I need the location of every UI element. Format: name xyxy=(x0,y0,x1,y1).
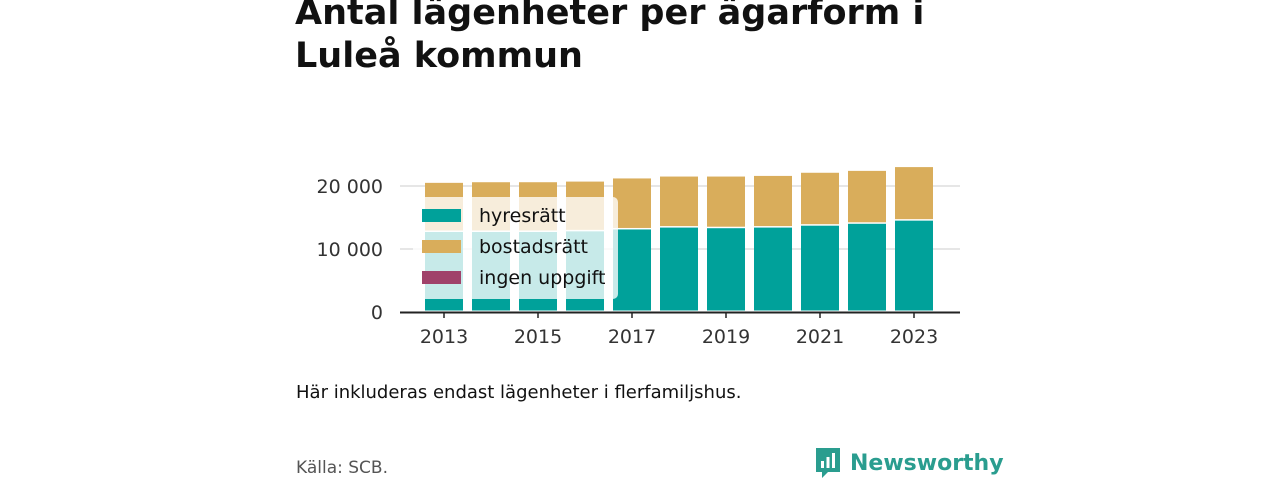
brand-name: Newsworthy xyxy=(850,450,1004,476)
y-tick-label: 0 xyxy=(371,302,383,324)
bar-segment-bostadsrätt-2017 xyxy=(613,178,651,228)
bar-segment-bostadsrätt-2022 xyxy=(848,170,886,223)
bar-segment-bostadsrätt-2021 xyxy=(801,172,839,225)
newsworthy-logo-icon xyxy=(816,448,840,478)
legend-label: ingen uppgift xyxy=(479,267,605,289)
legend-swatch xyxy=(422,271,461,284)
bar-segment-hyresrätt-2019 xyxy=(707,228,745,311)
axes: 0 10 000 20 000 2013 2015 2017 2019 2021 2023 xyxy=(317,176,960,348)
x-tick-label: 2023 xyxy=(890,326,938,348)
x-tick-label: 2015 xyxy=(514,326,562,348)
legend-background xyxy=(413,197,618,299)
x-tick-label: 2013 xyxy=(420,326,468,348)
bar-segment-hyresrätt-2017 xyxy=(613,229,651,311)
x-tick-label: 2021 xyxy=(796,326,844,348)
stacked-bar-chart: 0 10 000 20 000 2013 2015 2017 2019 2021 2023 hy… xyxy=(317,167,960,348)
source-text: Källa: SCB. xyxy=(296,458,388,478)
legend-label: hyresrätt xyxy=(479,205,566,227)
bar-segment-hyresrätt-2022 xyxy=(848,223,886,311)
bar-segment-bostadsrätt-2018 xyxy=(660,176,698,227)
y-tick-label: 20 000 xyxy=(317,176,383,198)
chart-title: Antal lägenheter per ägarform i Luleå ko… xyxy=(295,0,925,76)
x-tick-label: 2017 xyxy=(608,326,656,348)
bar-segment-bostadsrätt-2020 xyxy=(754,175,792,227)
bar-segment-hyresrätt-2020 xyxy=(754,227,792,311)
bar-segment-hyresrätt-2021 xyxy=(801,225,839,311)
legend-label: bostadsrätt xyxy=(479,236,588,258)
x-tick-label: 2019 xyxy=(702,326,750,348)
bar-segment-hyresrätt-2023 xyxy=(895,220,933,311)
chart-note: Här inkluderas endast lägenheter i flerf… xyxy=(296,382,742,403)
y-tick-label: 10 000 xyxy=(317,239,383,261)
bar-segment-bostadsrätt-2023 xyxy=(895,167,933,220)
bar-segment-hyresrätt-2018 xyxy=(660,227,698,311)
legend-swatch xyxy=(422,240,461,253)
legend: hyresrätt bostadsrätt ingen uppgift xyxy=(413,197,618,299)
bar-segment-bostadsrätt-2019 xyxy=(707,176,745,227)
newsworthy-logo[interactable]: Newsworthy xyxy=(814,446,1004,480)
legend-swatch xyxy=(422,209,461,222)
